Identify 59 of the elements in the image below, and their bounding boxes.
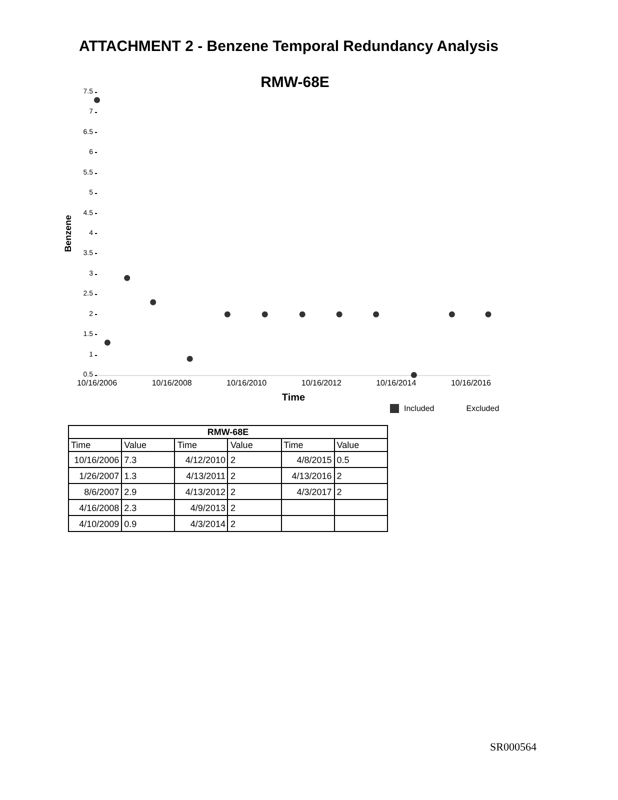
x-tick-label: 10/16/2014 [376,378,417,388]
category-label: 4/13/2011 [174,468,228,484]
data-label: 1.3 [122,468,175,484]
chart-subtitle: RMW-68E [260,74,330,91]
text: Time [284,440,304,450]
point [299,311,306,318]
category-label: 4/3/2014 [174,516,228,532]
point [186,356,193,362]
point [124,274,130,281]
category-label: 4/13/2012 [174,484,228,500]
category-label: 4/10/2009 [68,516,122,532]
data-label: 2 [228,452,282,468]
text: Value [122,438,175,452]
x-tick-label: 10/16/2006 [76,378,118,388]
data-label: 2.3 [122,500,175,516]
category-label: 4/3/2017 [281,484,334,500]
point [485,311,492,318]
text: Excluded [466,404,500,413]
point [150,299,156,306]
point [262,311,268,318]
text: Time [174,438,228,452]
text: Time [71,440,91,450]
chart-title: ATTACHMENT 2 - Benzene Temporal Redundancy Analysis [79,38,499,55]
data-label: 0.9 [122,516,175,532]
data-label: 2 [334,484,388,500]
x-tick-label: 10/16/2012 [301,378,342,388]
data-label: 2 [228,484,282,500]
category-label: 4/9/2013 [174,500,228,516]
x-tick-label: 10/16/2008 [152,378,192,388]
x-axis-title: Time [282,392,306,404]
data-label: 7.3 [122,452,175,468]
data-label: 2 [334,468,388,484]
category-label: 1/26/2007 [68,468,122,484]
point [336,311,342,318]
x-tick-label: 10/16/2016 [450,378,492,388]
data-label: 2.9 [122,484,175,500]
data-label: 0.5 [334,452,388,468]
category-label: 4/16/2008 [68,500,122,516]
category-label: 4/12/2010 [174,452,228,468]
point [224,311,230,318]
data-label: 2 [228,500,282,516]
point [448,311,455,318]
point [410,372,417,378]
point [104,340,110,346]
text: Value [230,440,253,450]
category-label: 4/8/2015 [281,452,334,468]
y-axis-title: Benzene [62,214,73,252]
category-label: 4/13/2016 [281,468,334,484]
text: SR000564 [490,742,537,754]
text: Value [336,440,360,450]
data-label: 2 [228,468,282,484]
data-label: 2 [228,516,282,532]
x-tick-label: 10/16/2010 [226,378,268,388]
point [94,97,100,104]
point [373,311,380,318]
legend-label: Included [404,404,434,413]
category-label: 8/6/2007 [68,484,122,500]
text: RMW-68E [68,426,388,438]
category-label: 10/16/2006 [68,452,122,468]
